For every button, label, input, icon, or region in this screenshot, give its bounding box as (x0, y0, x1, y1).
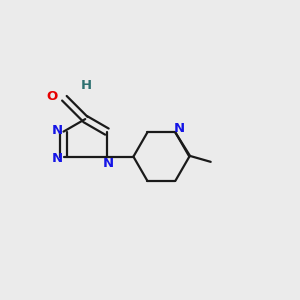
Text: O: O (47, 90, 58, 103)
Text: N: N (52, 152, 63, 165)
Text: N: N (103, 157, 114, 169)
Text: N: N (173, 122, 184, 135)
Text: N: N (52, 124, 63, 136)
Text: H: H (81, 79, 92, 92)
